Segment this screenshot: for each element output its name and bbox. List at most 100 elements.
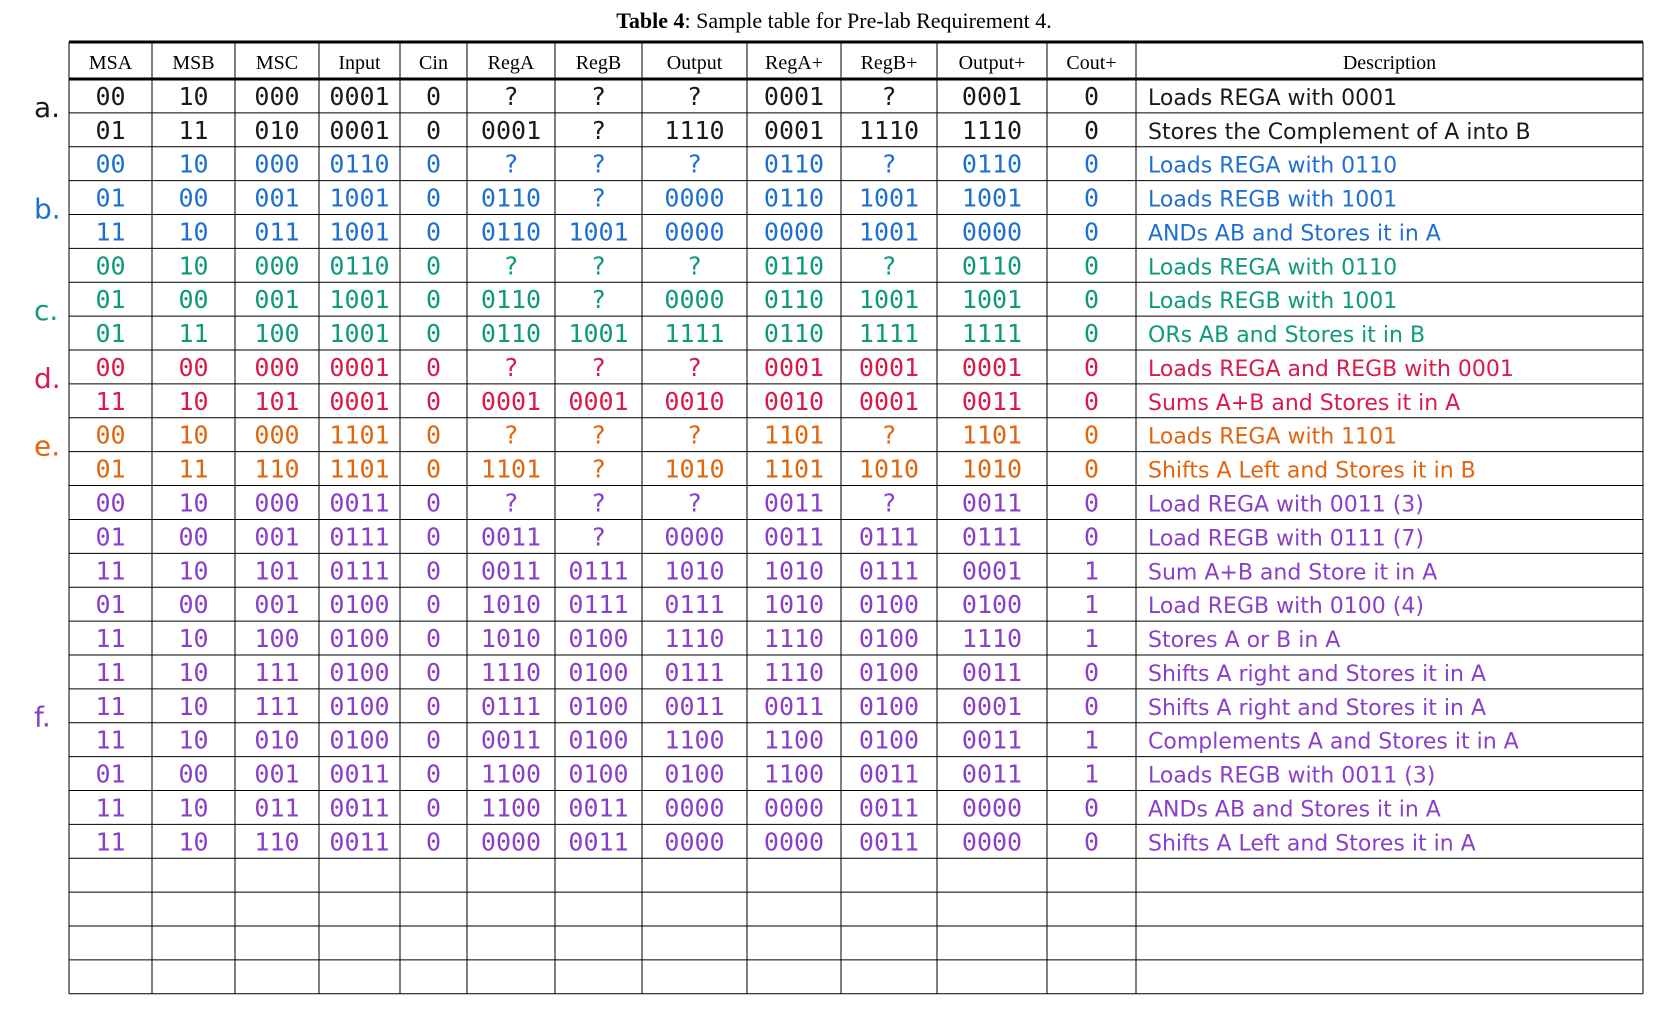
table-cell: 0110 <box>962 251 1022 280</box>
description-cell: Loads REGA with 0110 <box>1148 255 1397 280</box>
table-cell: 0 <box>426 455 441 484</box>
table-cell: 0100 <box>568 624 628 653</box>
table-cell: 010 <box>254 116 299 145</box>
table-cell: 0000 <box>962 793 1022 822</box>
table-cell: 0000 <box>962 827 1022 856</box>
table-cell: 0001 <box>859 353 919 382</box>
table-cell: 0 <box>1084 793 1099 822</box>
table-cell: 0010 <box>664 387 724 416</box>
table-cell: 01 <box>95 285 125 314</box>
table-cell: 1111 <box>962 319 1022 348</box>
table-cell: 0 <box>1084 150 1099 179</box>
table-cell: 0 <box>426 624 441 653</box>
table-cell: 0 <box>426 692 441 721</box>
table-cell: 100 <box>254 624 299 653</box>
table-cell: 1100 <box>764 760 824 789</box>
table-cell: 0011 <box>329 793 389 822</box>
table-cell: 0 <box>1084 285 1099 314</box>
table-cell: 0100 <box>568 760 628 789</box>
table-cell: 00 <box>95 353 125 382</box>
table-cell: 1001 <box>859 285 919 314</box>
table-cell: 1010 <box>859 455 919 484</box>
table-cell: 0100 <box>329 624 389 653</box>
table-cell: ? <box>591 116 606 145</box>
table-cell: 1101 <box>329 455 389 484</box>
part-label: a. <box>34 91 60 124</box>
description-cell: ANDs AB and Stores it in A <box>1148 797 1441 822</box>
table-cell: 0001 <box>764 116 824 145</box>
table-cell: 0111 <box>568 590 628 619</box>
table-cell: 1010 <box>962 455 1022 484</box>
table-cell: 1 <box>1084 760 1099 789</box>
table-cell: 10 <box>178 217 208 246</box>
column-header: Cin <box>419 52 448 74</box>
description-cell: Sum A+B and Store it in A <box>1148 560 1437 585</box>
table-cell: 01 <box>95 455 125 484</box>
table-cell: 0111 <box>568 556 628 585</box>
table-cell: 0001 <box>481 116 541 145</box>
table-cell: 101 <box>254 387 299 416</box>
table-cell: 0110 <box>764 184 824 213</box>
table-cell: 10 <box>178 658 208 687</box>
table-cell: 0 <box>1084 658 1099 687</box>
table-cell: 01 <box>95 760 125 789</box>
table-cell: 0001 <box>329 82 389 111</box>
table-cell: ? <box>881 150 896 179</box>
table-cell: ? <box>591 455 606 484</box>
table-cell: 0000 <box>764 827 824 856</box>
table-cell: 10 <box>178 82 208 111</box>
column-header: Cout+ <box>1066 52 1116 74</box>
table-cell: 0 <box>426 590 441 619</box>
table-cell: 0001 <box>962 692 1022 721</box>
table-cell: 1110 <box>962 624 1022 653</box>
table-cell: 10 <box>178 489 208 518</box>
part-label: f. <box>34 701 51 734</box>
table-cell: 0100 <box>329 590 389 619</box>
table-cell: 01 <box>95 590 125 619</box>
table-cell: 1110 <box>664 624 724 653</box>
table-cell: 0111 <box>962 522 1022 551</box>
table-cell: 0011 <box>481 522 541 551</box>
table-cell: 0001 <box>329 116 389 145</box>
table-cell: 000 <box>254 251 299 280</box>
table-cell: 00 <box>178 590 208 619</box>
table-cell: 11 <box>95 556 125 585</box>
table-cell: 00 <box>178 184 208 213</box>
table-cell: 0 <box>1084 455 1099 484</box>
table-cell: ? <box>591 251 606 280</box>
table-cell: 11 <box>95 692 125 721</box>
table-cell: 0001 <box>481 387 541 416</box>
description-cell: Shifts A Left and Stores it in A <box>1148 831 1476 856</box>
table-cell: 0000 <box>481 827 541 856</box>
part-label: d. <box>34 362 61 395</box>
table-cell: ? <box>881 82 896 111</box>
table-cell: 0001 <box>859 387 919 416</box>
table-cell: 0110 <box>329 150 389 179</box>
table-cell: 10 <box>178 624 208 653</box>
table-cell: 0000 <box>764 793 824 822</box>
table-cell: 001 <box>254 522 299 551</box>
table-cell: 1001 <box>568 319 628 348</box>
table-cell: 0100 <box>859 692 919 721</box>
table-cell: 01 <box>95 522 125 551</box>
table-cell: 0100 <box>859 590 919 619</box>
table-cell: 0 <box>426 522 441 551</box>
table-cell: 00 <box>178 522 208 551</box>
description-cell: Loads REGB with 1001 <box>1148 289 1397 314</box>
table-cell: 1110 <box>764 624 824 653</box>
table-cell: 1001 <box>859 184 919 213</box>
description-cell: ORs AB and Stores it in B <box>1148 323 1425 348</box>
table-cell: 00 <box>95 150 125 179</box>
table-cell: 00 <box>95 421 125 450</box>
table-cell: 0 <box>426 285 441 314</box>
table-cell: 1110 <box>962 116 1022 145</box>
table-cell: 0110 <box>764 150 824 179</box>
table-cell: 0 <box>1084 353 1099 382</box>
table-cell: 0110 <box>329 251 389 280</box>
description-cell: Loads REGA with 0110 <box>1148 154 1397 179</box>
description-cell: Shifts A right and Stores it in A <box>1148 662 1486 687</box>
table-cell: 0011 <box>764 522 824 551</box>
table-cell: 0000 <box>664 217 724 246</box>
table-cell: 00 <box>178 760 208 789</box>
